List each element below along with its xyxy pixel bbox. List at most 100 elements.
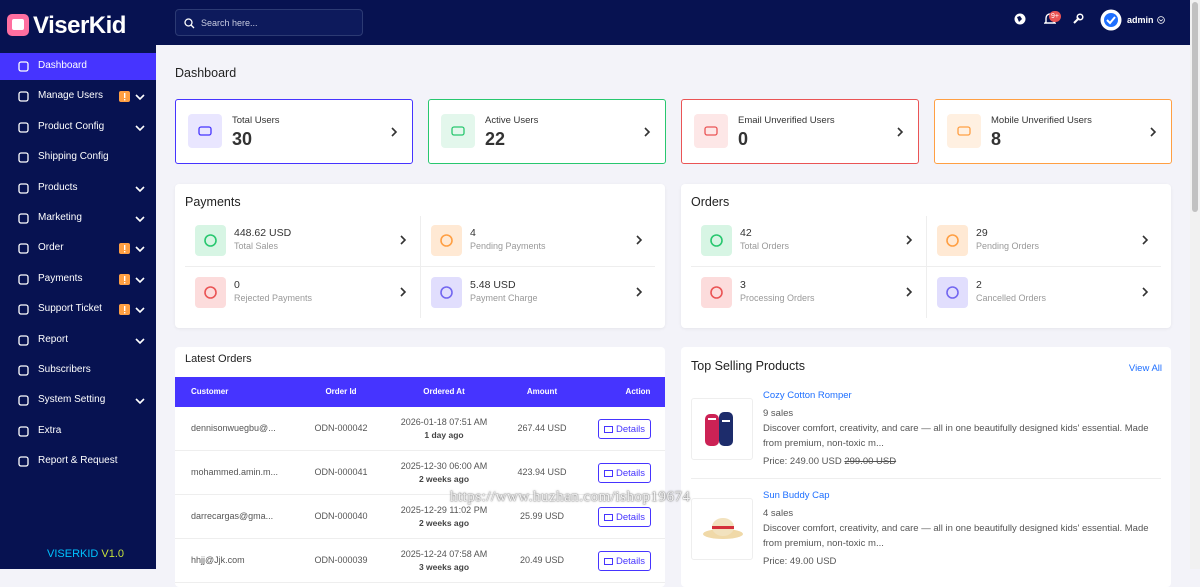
menu-icon <box>18 334 29 346</box>
summary-value: 3 <box>740 279 746 291</box>
menu-item[interactable]: Payments <box>0 266 156 293</box>
summary-icon <box>195 225 226 256</box>
product-price: Price: 249.00 USD 299.00 USD <box>763 456 896 467</box>
summary-label: Payment Charge <box>470 293 538 303</box>
chevron-down <box>135 186 145 192</box>
badge <box>119 243 130 255</box>
cell-order-id: ODN-000042 <box>314 423 368 433</box>
menu-item[interactable]: Report & Request <box>0 448 156 475</box>
chevron-down <box>135 277 145 283</box>
details-button[interactable]: Details <box>598 507 651 527</box>
panel-title: Orders <box>691 195 730 209</box>
search-box[interactable]: Search here... <box>175 9 363 36</box>
menu-label: Support Ticket <box>38 303 102 315</box>
badge <box>119 91 130 103</box>
menu-item[interactable]: Product Config <box>0 114 156 141</box>
menu-icon <box>18 304 29 315</box>
sidebar-footer: VISERKID V1.0 <box>47 548 124 560</box>
menu-icon <box>18 243 29 255</box>
stat-card[interactable]: Email Unverified Users 0 <box>681 99 919 164</box>
summary-item[interactable]: 448.62 USD Total Sales <box>185 216 419 266</box>
details-button[interactable]: Details <box>598 463 651 483</box>
user-menu[interactable]: admin <box>1098 9 1168 33</box>
summary-item[interactable]: 3 Processing Orders <box>691 268 925 318</box>
menu-item[interactable]: Products <box>0 175 156 202</box>
summary-item[interactable]: 42 Total Orders <box>691 216 925 266</box>
view-all-link[interactable]: View All <box>1128 363 1162 374</box>
summary-icon <box>701 225 732 256</box>
summary-item[interactable]: 2 Cancelled Orders <box>927 268 1161 318</box>
watermark: https://www.huzhan.com/ishop19674 <box>450 489 691 505</box>
cell-date: 2025-12-30 06:00 AM <box>400 461 488 471</box>
cell-amount: 20.49 USD <box>519 555 565 565</box>
summary-value: 0 <box>234 279 240 291</box>
user-caret <box>1157 16 1165 24</box>
column-header: Customer <box>191 387 229 396</box>
topbar: Search here... 9+ admin <box>156 0 1190 45</box>
sidebar: ViserKid Dashboard Manage Users Product Con… <box>0 0 156 569</box>
product-thumb <box>705 412 733 446</box>
chevron-down <box>135 246 145 253</box>
menu-item[interactable]: System Setting <box>0 387 156 414</box>
summary-value: 2 <box>976 279 982 291</box>
menu-label: Extra <box>38 424 62 436</box>
product-name[interactable]: Cozy Cotton Romper <box>763 390 852 401</box>
menu-item[interactable]: Support Ticket <box>0 296 156 323</box>
menu-icon <box>18 274 29 285</box>
chevron <box>1142 287 1149 297</box>
details-icon <box>604 470 613 477</box>
summary-item[interactable]: 5.48 USD Payment Charge <box>421 268 655 318</box>
menu-item[interactable]: Extra <box>0 418 156 445</box>
chevron-down <box>135 125 145 131</box>
summary-glyph <box>204 286 217 299</box>
logo: ViserKid <box>6 12 146 40</box>
menu-icon <box>18 91 29 103</box>
panel-payments: Payments 448.62 USD Total Sales 4 Pending Pa… <box>175 184 665 328</box>
stat-icon <box>947 114 981 148</box>
stat-value: 0 <box>738 129 749 149</box>
panel-title: Payments <box>185 195 241 209</box>
product-name[interactable]: Sun Buddy Cap <box>763 490 830 501</box>
product-description: Discover comfort, creativity, and care —… <box>763 423 1149 449</box>
menu-item[interactable]: Report <box>0 327 156 354</box>
stat-card[interactable]: Mobile Unverified Users 8 <box>934 99 1172 164</box>
divider <box>185 266 655 267</box>
summary-item[interactable]: 0 Rejected Payments <box>185 268 419 318</box>
summary-item[interactable]: 29 Pending Orders <box>927 216 1161 266</box>
table-header: Customer Order Id Ordered At Amount Action <box>175 377 665 407</box>
column-header: Ordered At <box>423 387 465 396</box>
details-button[interactable]: Details <box>598 551 651 571</box>
summary-label: Cancelled Orders <box>976 293 1047 303</box>
menu-label: Subscribers <box>38 364 91 375</box>
notification-badge[interactable]: 9+ <box>1049 11 1061 22</box>
stat-value: 30 <box>232 129 253 149</box>
details-button[interactable]: Details <box>598 419 651 439</box>
footer-name: VISERKID <box>47 548 99 560</box>
panel-title: Top Selling Products <box>691 359 805 373</box>
badge-icon <box>124 93 126 101</box>
table-row: dennisonwuegbu@... ODN-000042 2026-01-18 0… <box>175 407 665 451</box>
summary-item[interactable]: 4 Pending Payments <box>421 216 655 266</box>
details-icon <box>604 558 613 565</box>
stat-glyph <box>957 126 971 136</box>
cell-ago: 2 weeks ago <box>418 518 470 528</box>
stat-card[interactable]: Total Users 30 <box>175 99 413 164</box>
menu-item[interactable]: Dashboard <box>0 53 156 80</box>
summary-value: 448.62 USD <box>234 227 292 239</box>
chevron-down <box>135 338 145 344</box>
menu-item[interactable]: Marketing <box>0 205 156 232</box>
stat-card[interactable]: Active Users 22 <box>428 99 666 164</box>
menu-item[interactable]: Order <box>0 235 156 262</box>
menu-item[interactable]: Subscribers <box>0 357 156 384</box>
cell-customer: dennisonwuegbu@... <box>191 423 276 433</box>
cell-order-id: ODN-000039 <box>314 555 368 565</box>
menu-item[interactable]: Shipping Config <box>0 144 156 171</box>
product-image <box>691 498 753 560</box>
divider <box>926 216 927 318</box>
chevron <box>897 127 904 137</box>
summary-value: 42 <box>740 227 752 239</box>
menu-item[interactable]: Manage Users <box>0 83 156 110</box>
stat-value: 8 <box>991 129 1002 149</box>
table-row: darrecargas@gma... ODN-000040 2025-12-29 1… <box>175 495 665 539</box>
